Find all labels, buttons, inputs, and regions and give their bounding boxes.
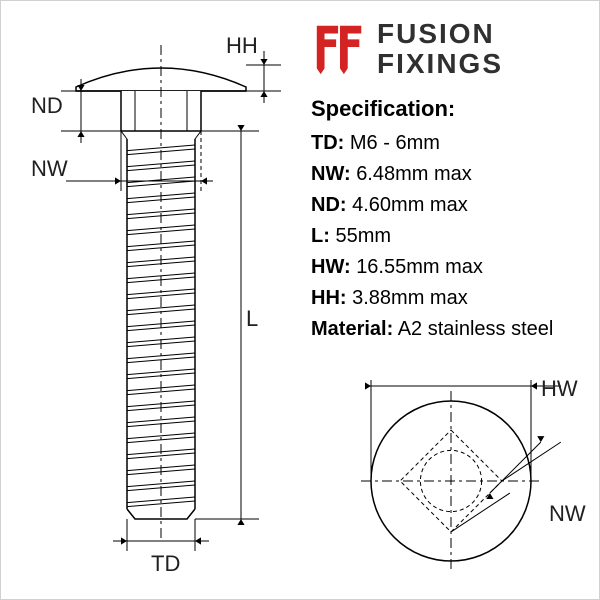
dim-label-hw: HW (541, 376, 578, 402)
spec-code: Material: (311, 318, 393, 340)
dim-label-l: L (246, 306, 258, 332)
spec-row-material: Material: A2 stainless steel (311, 314, 581, 345)
spec-value: 16.55mm max (356, 256, 483, 278)
spec-value: 55mm (335, 225, 391, 247)
spec-value: A2 stainless steel (398, 318, 554, 340)
brand-logo-text: FUSION FIXINGS (377, 19, 503, 78)
spec-code: HW: (311, 256, 351, 278)
spec-row-hw: HW: 16.55mm max (311, 252, 581, 283)
dim-label-nd: ND (31, 93, 63, 119)
brand-logo-line2: FIXINGS (377, 49, 503, 78)
brand-logo: FUSION FIXINGS (311, 21, 581, 76)
spec-row-hh: HH: 3.88mm max (311, 283, 581, 314)
spec-code: HH: (311, 287, 347, 309)
brand-logo-line1: FUSION (377, 19, 503, 48)
specification-block: Specification: TD: M6 - 6mm NW: 6.48mm m… (311, 96, 581, 345)
spec-code: L: (311, 225, 330, 247)
spec-value: M6 - 6mm (350, 132, 440, 154)
spec-code: NW: (311, 163, 351, 185)
brand-logo-icon (311, 21, 369, 76)
dim-label-td: TD (151, 551, 180, 577)
spec-row-nw: NW: 6.48mm max (311, 159, 581, 190)
dim-label-hh: HH (226, 33, 258, 59)
spec-row-td: TD: M6 - 6mm (311, 128, 581, 159)
spec-code: ND: (311, 194, 347, 216)
spec-row-l: L: 55mm (311, 221, 581, 252)
dim-label-nw: NW (31, 156, 68, 182)
spec-code: TD: (311, 132, 344, 154)
dim-label-nw2: NW (549, 501, 586, 527)
spec-value: 3.88mm max (352, 287, 468, 309)
spec-value: 4.60mm max (352, 194, 468, 216)
spec-title: Specification: (311, 96, 581, 122)
spec-row-nd: ND: 4.60mm max (311, 190, 581, 221)
spec-value: 6.48mm max (356, 163, 472, 185)
